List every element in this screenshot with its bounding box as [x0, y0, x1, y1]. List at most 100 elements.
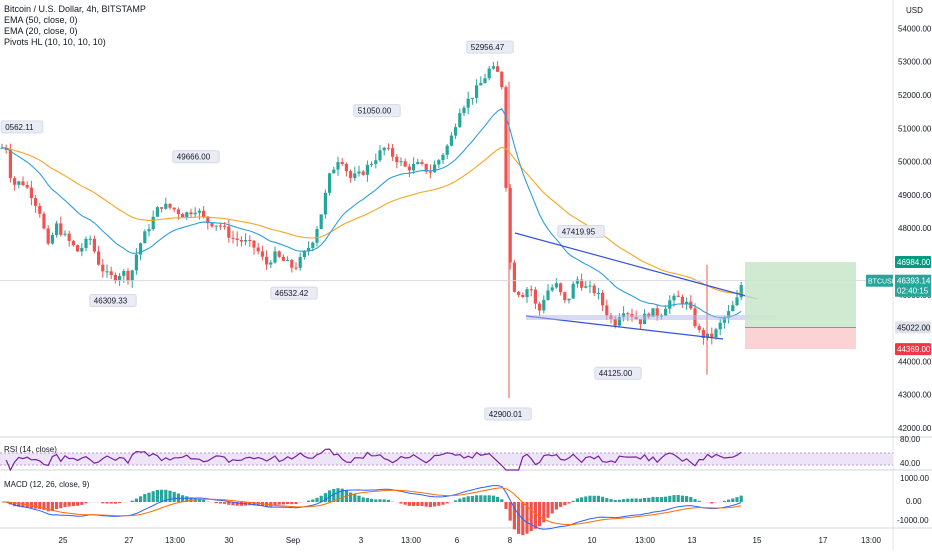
candle-body: [416, 161, 420, 165]
pivot-label-box: [466, 40, 514, 54]
candle-body: [84, 238, 88, 249]
candle-body: [105, 271, 109, 273]
macd-bar: [109, 502, 113, 504]
macd-bar: [164, 489, 168, 502]
macd-bar: [84, 502, 88, 504]
macd-bar: [319, 495, 323, 502]
macd-bar: [113, 502, 117, 504]
candle-body: [378, 150, 382, 161]
macd-bar: [172, 491, 176, 502]
candle-body: [525, 289, 529, 298]
candle-body: [134, 254, 138, 271]
macd-bar: [349, 492, 353, 502]
candle-body: [55, 223, 59, 235]
candle-body: [571, 283, 575, 299]
candle-body: [676, 295, 680, 297]
time-axis-label: Sep: [286, 536, 301, 545]
macd-bar: [622, 499, 626, 502]
candle-body: [727, 311, 731, 318]
candle-body: [13, 178, 17, 185]
candle-body: [567, 298, 571, 301]
support-zone: [526, 315, 776, 320]
macd-bar: [218, 502, 222, 504]
candle-body: [735, 297, 739, 306]
macd-bar: [575, 498, 579, 502]
price-tick-label: 49000.00: [898, 191, 932, 200]
candle-body: [512, 262, 516, 292]
candle-body: [374, 160, 378, 164]
candle-body: [462, 107, 466, 114]
candle-body: [294, 267, 298, 269]
candle-body: [155, 207, 159, 217]
macd-bar: [668, 495, 672, 502]
symbol-badge-text: BTCUSD: [868, 279, 897, 286]
candle-body: [550, 287, 554, 291]
candle-body: [109, 271, 113, 275]
macd-bar: [504, 502, 508, 509]
macd-bar: [332, 488, 336, 502]
candle-body: [617, 316, 621, 326]
legend-symbol[interactable]: Bitcoin / U.S. Dollar, 4h, BITSTAMP: [4, 4, 146, 14]
candle-body: [533, 289, 537, 304]
macd-bar: [71, 502, 75, 506]
macd-bar: [143, 494, 147, 502]
macd-bar: [454, 500, 458, 502]
macd-bar: [42, 502, 46, 511]
macd-bar: [609, 499, 613, 502]
legend-pivots[interactable]: Pivots HL (10, 10, 10, 10): [4, 37, 106, 47]
macd-bar: [722, 500, 726, 502]
candle-body: [319, 214, 323, 230]
candle-body: [193, 212, 197, 215]
candle-body: [441, 154, 445, 161]
candle-body: [164, 203, 168, 209]
macd-bar: [210, 502, 214, 503]
candle-body: [449, 135, 453, 146]
macd-bar: [601, 496, 605, 502]
candle-body: [559, 283, 563, 293]
candle-body: [529, 289, 533, 291]
candle-body: [685, 301, 689, 305]
macd-bar: [378, 499, 382, 502]
candle-body: [21, 181, 25, 186]
legend-ema50[interactable]: EMA (50, close, 0): [4, 15, 78, 25]
candle-body: [8, 150, 12, 179]
pivot-label: 44125.00: [594, 366, 642, 380]
candle-body: [437, 160, 441, 165]
macd-bar: [550, 502, 554, 514]
macd-bar: [185, 496, 189, 502]
macd-bar: [231, 502, 235, 506]
candle-body: [118, 275, 122, 281]
candle-body: [714, 329, 718, 338]
candle-body: [508, 187, 512, 263]
macd-bar: [689, 496, 693, 502]
pivot-label-text: 47419.95: [562, 228, 596, 237]
candle-body: [601, 292, 605, 306]
price-tick-label: 52000.00: [898, 91, 932, 100]
macd-bar: [664, 496, 668, 502]
symbol-badge: [866, 274, 893, 287]
macd-bar: [340, 488, 344, 502]
price-tag-box: [895, 343, 931, 356]
price-tick-label: 50000.00: [898, 158, 932, 167]
macd-bar: [634, 498, 638, 502]
time-axis-label: 3: [359, 536, 364, 545]
pivot-label: 46309.33: [89, 293, 137, 307]
legend-ema20[interactable]: EMA (20, close, 0): [4, 26, 78, 36]
rsi-label: RSI (14, close): [4, 445, 57, 454]
macd-bar: [588, 495, 592, 502]
macd-bar: [38, 502, 42, 510]
candle-body: [651, 308, 655, 317]
macd-bar: [567, 502, 571, 504]
candle-body: [672, 295, 676, 301]
candle-body: [17, 181, 21, 185]
macd-bar: [508, 502, 512, 521]
macd-bar: [391, 501, 395, 502]
macd-bar: [437, 502, 441, 506]
candle-body: [176, 209, 180, 215]
candle-body: [101, 264, 105, 272]
pivot-label: 46532.42: [270, 286, 318, 300]
macd-bar: [727, 499, 731, 502]
macd-bar: [122, 501, 126, 503]
